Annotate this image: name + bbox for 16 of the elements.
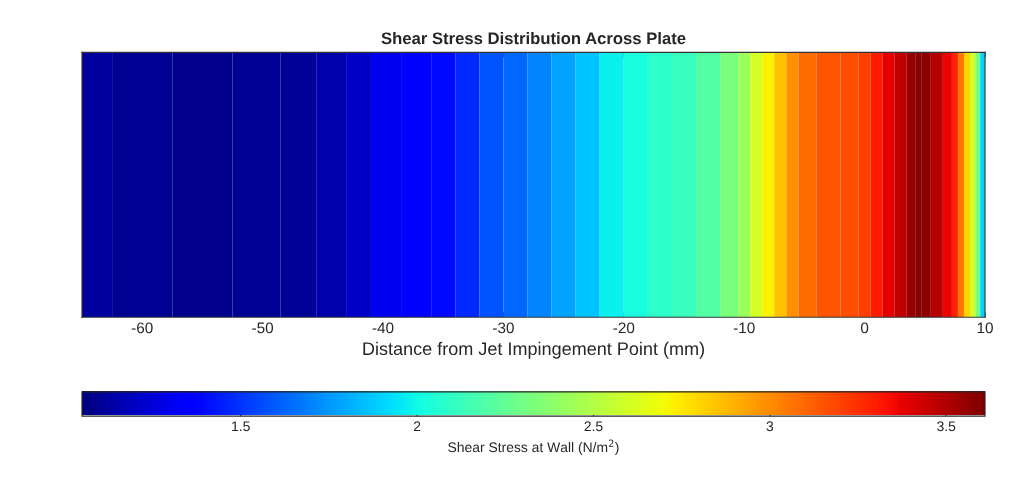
- color-bar-label: 3: [766, 421, 774, 432]
- chart-title: Shear Stress Distribution Across Plate: [381, 31, 686, 45]
- x-axis-title: Distance from Jet Impingement Point (mm): [363, 341, 704, 359]
- color-bar-title: Shear Stress at Wall (N/m$^{2}$): [448, 439, 619, 455]
- x-tick-label: -10: [733, 322, 755, 334]
- color-bar-label: 2: [413, 421, 421, 432]
- x-tick-label: -50: [252, 322, 274, 334]
- x-tick-label: -20: [613, 322, 635, 334]
- color-bar-label: 2.5: [584, 421, 603, 432]
- x-tick-label: -40: [372, 322, 394, 334]
- color-bar-label: 3.5: [937, 421, 956, 432]
- x-tick-label: 10: [977, 322, 993, 334]
- x-tick-label: 0: [860, 322, 869, 334]
- color-bar-label: 1.5: [232, 421, 250, 432]
- x-tick-label: -60: [131, 322, 153, 334]
- x-tick-label: -30: [493, 322, 514, 334]
